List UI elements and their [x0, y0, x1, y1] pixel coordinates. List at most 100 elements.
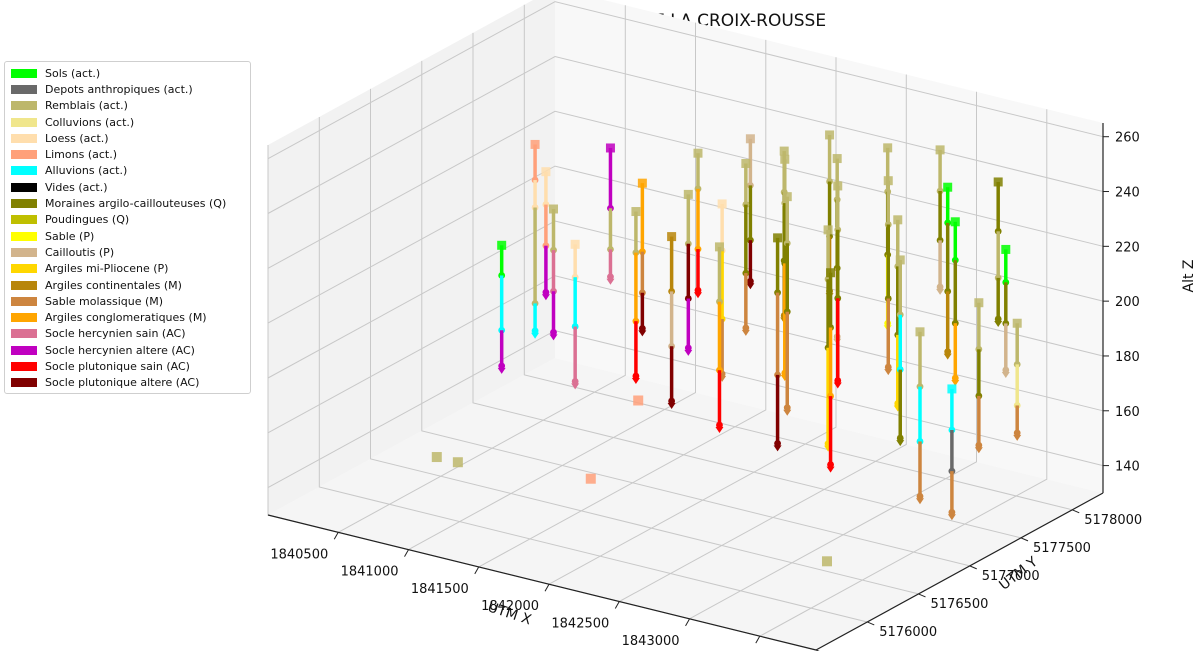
z-tick-label: 140: [1115, 460, 1140, 475]
legend-item: Depots anthropiques (act.): [5, 81, 250, 97]
legend-swatch: [11, 313, 37, 323]
legend-label: Socle plutonique sain (AC): [45, 359, 190, 373]
bottom-marker: [606, 278, 615, 285]
top-marker: [943, 182, 953, 192]
legend-label: Loess (act.): [45, 131, 109, 145]
bottom-marker: [896, 440, 905, 447]
layer-point: [716, 421, 723, 429]
top-marker: [915, 327, 925, 337]
borehole: [935, 145, 945, 295]
borehole: [683, 189, 693, 356]
borehole: [605, 143, 615, 285]
bottom-marker: [638, 330, 647, 337]
legend-item: Vides (act.): [5, 179, 250, 195]
legend-item: Socle plutonique altere (AC): [5, 375, 250, 391]
legend-swatch: [11, 329, 37, 339]
top-marker: [950, 217, 960, 227]
bottom-marker: [1001, 372, 1010, 379]
borehole: [741, 158, 751, 336]
legend-item: Loess (act.): [5, 130, 250, 146]
bottom-marker: [684, 349, 693, 356]
borehole: [637, 178, 647, 337]
legend-swatch: [11, 166, 37, 176]
legend-label: Sable (P): [45, 229, 95, 243]
x-tick-mark: [333, 532, 339, 540]
legend-swatch: [11, 378, 37, 388]
y-tick-label: 5176500: [931, 597, 989, 612]
z-tick-label: 200: [1115, 295, 1140, 310]
legend-item: Argiles continentales (M): [5, 277, 250, 293]
top-marker: [780, 154, 790, 164]
z-axis-label: Alt Z: [1181, 260, 1197, 293]
bottom-marker: [667, 403, 676, 410]
top-marker: [541, 167, 551, 177]
top-marker: [741, 158, 751, 168]
borehole: [1012, 318, 1022, 441]
legend-swatch: [11, 182, 37, 192]
z-grid-line: [267, 55, 1104, 214]
top-marker: [693, 148, 703, 158]
legend-item: Colluvions (act.): [5, 114, 250, 130]
top-marker: [895, 255, 905, 265]
legend-item: Remblais (act.): [5, 98, 250, 114]
borehole: [947, 384, 957, 521]
legend-label: Argiles conglomeratiques (M): [45, 311, 207, 325]
layer-point: [948, 508, 956, 516]
data-marks: [431, 130, 1022, 567]
legend-swatch: [11, 345, 37, 355]
y-tick-mark: [867, 621, 875, 626]
borehole: [693, 148, 703, 299]
top-marker: [883, 176, 893, 186]
layer-point: [774, 440, 781, 447]
top-marker: [947, 384, 957, 394]
legend-swatch: [11, 280, 37, 290]
top-marker: [826, 268, 836, 278]
borehole: [950, 217, 960, 387]
borehole: [833, 181, 843, 389]
bottom-marker: [947, 514, 956, 521]
top-marker: [832, 154, 842, 164]
legend-label: Socle hercynien altere (AC): [45, 343, 195, 357]
legend-swatch: [11, 264, 37, 274]
top-marker: [833, 181, 843, 191]
top-marker: [893, 215, 903, 225]
legend-label: Argiles mi-Pliocene (P): [45, 262, 169, 276]
top-marker: [1001, 244, 1011, 254]
layer-point: [896, 434, 904, 442]
borehole: [714, 242, 724, 434]
bottom-marker: [915, 498, 924, 505]
bottom-marker: [974, 447, 983, 454]
borehole: [826, 268, 836, 473]
y-tick-mark: [969, 565, 977, 570]
legend-item: Socle hercynien altere (AC): [5, 342, 250, 358]
layer-point: [668, 397, 676, 405]
legend-label: Cailloutis (P): [45, 245, 115, 259]
bottom-marker: [833, 382, 842, 389]
legend-label: Poudingues (Q): [45, 213, 130, 227]
layer-point: [638, 325, 646, 332]
borehole: [1001, 244, 1011, 379]
legend-swatch: [11, 150, 37, 160]
top-marker: [631, 207, 641, 217]
bottom-marker: [746, 283, 755, 290]
legend-item: Cailloutis (P): [5, 244, 250, 260]
top-marker: [667, 232, 677, 242]
bottom-marker: [1013, 434, 1022, 441]
layer-point: [571, 377, 579, 385]
top-marker: [570, 239, 580, 249]
legend-swatch: [11, 68, 37, 78]
bottom-marker: [541, 294, 550, 301]
bottom-marker: [571, 383, 580, 390]
legend-label: Vides (act.): [45, 180, 108, 194]
layer-point: [531, 327, 539, 335]
legend-swatch: [11, 296, 37, 306]
top-marker: [823, 225, 833, 235]
x-tick-label: 1842500: [551, 617, 609, 632]
x-tick-label: 1843000: [622, 634, 680, 649]
bottom-marker: [826, 466, 835, 473]
x-tick-mark: [544, 583, 550, 592]
top-marker: [745, 134, 755, 144]
y-tick-label: 5177000: [982, 569, 1040, 584]
layer-point: [827, 461, 834, 468]
